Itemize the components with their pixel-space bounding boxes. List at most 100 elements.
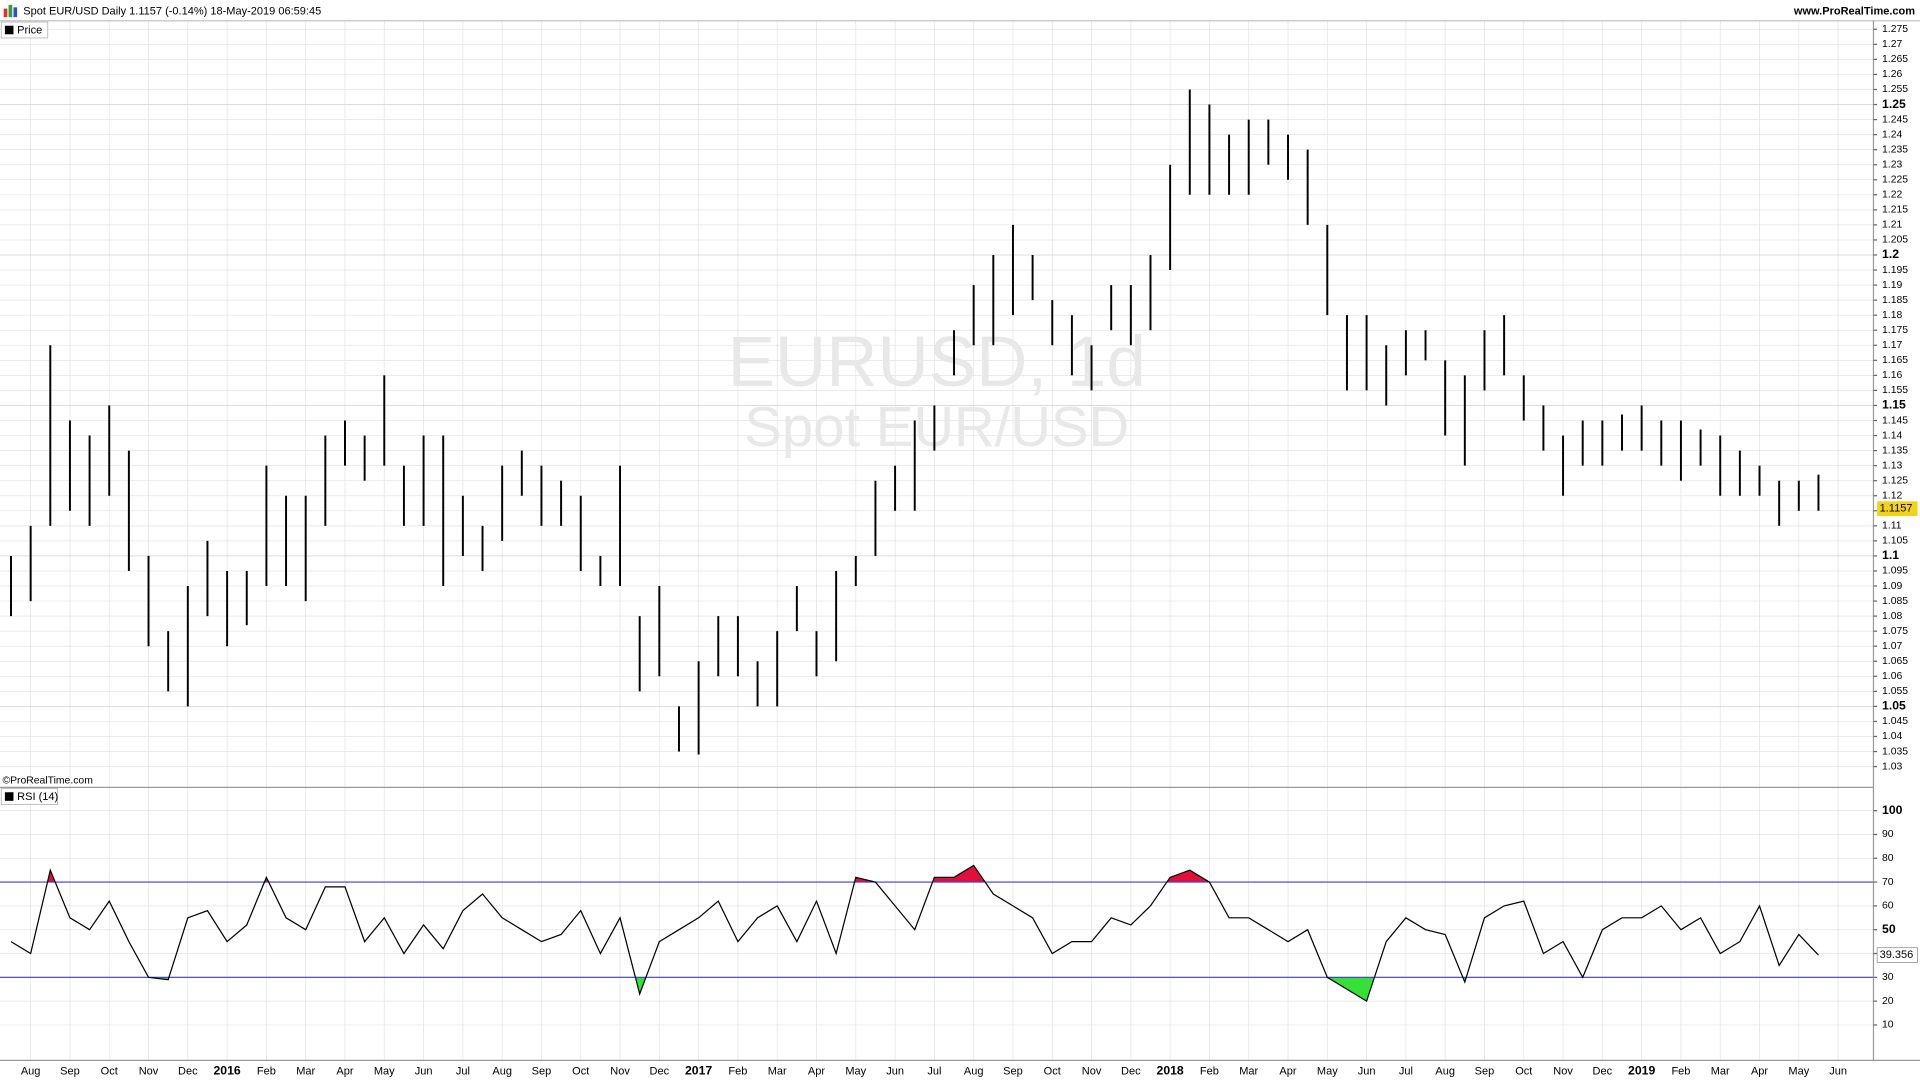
- y-tick-label: 1.125: [1882, 475, 1908, 486]
- y-tick-label: 1.24: [1882, 129, 1902, 140]
- x-tick-label: Dec: [1593, 1065, 1613, 1077]
- legend-label: RSI (14): [17, 791, 58, 803]
- y-tick-label: 1.225: [1882, 175, 1908, 186]
- icon: [13, 7, 18, 18]
- x-tick-label: Aug: [1435, 1065, 1455, 1077]
- y-tick-label: 1.205: [1882, 235, 1908, 246]
- last-rsi-box: [1876, 947, 1918, 963]
- y-tick-label: 1.175: [1882, 325, 1908, 336]
- y-tick-label: 1.15: [1882, 398, 1906, 412]
- legend-box: [0, 788, 58, 805]
- x-tick-label: Feb: [257, 1065, 276, 1077]
- y-tick-label: 1.19: [1882, 280, 1902, 291]
- y-tick-label: 1.275: [1882, 24, 1908, 35]
- y-tick-label: 1.07: [1882, 641, 1902, 652]
- x-tick-label: Apr: [336, 1065, 353, 1077]
- y-tick-label: 1.065: [1882, 656, 1908, 667]
- x-tick-label: Mar: [296, 1065, 315, 1077]
- y-tick-label: 1.14: [1882, 430, 1902, 441]
- x-tick-label: Dec: [1121, 1065, 1141, 1077]
- x-tick-label: Jun: [1829, 1065, 1847, 1077]
- y-tick-label: 1.1: [1882, 548, 1899, 562]
- y-tick-label: 1.16: [1882, 370, 1902, 381]
- x-tick-label: May: [1317, 1065, 1338, 1077]
- y-tick-label: 1.23: [1882, 159, 1902, 170]
- x-tick-label: Nov: [1553, 1065, 1573, 1077]
- legend-swatch: [4, 792, 14, 801]
- legend-label: Price: [17, 25, 42, 37]
- watermark: EURUSD, 1d: [728, 323, 1146, 402]
- x-tick-label: 2019: [1628, 1064, 1655, 1078]
- y-tick-label: 1.095: [1882, 566, 1908, 577]
- copyright: ©ProRealTime.com: [2, 775, 92, 786]
- y-tick-label: 80: [1882, 853, 1894, 864]
- x-tick-label: Jul: [456, 1065, 470, 1077]
- last-rsi-label: 39.356: [1880, 949, 1914, 961]
- x-tick-label: Jul: [927, 1065, 941, 1077]
- x-tick-label: Mar: [1711, 1065, 1730, 1077]
- x-tick-label: Mar: [768, 1065, 787, 1077]
- x-tick-label: Dec: [178, 1065, 198, 1077]
- y-tick-label: 1.155: [1882, 385, 1908, 396]
- y-tick-label: 90: [1882, 829, 1894, 840]
- overbought-fill: [11, 865, 1819, 883]
- x-tick-label: Sep: [532, 1065, 552, 1077]
- y-tick-label: 1.18: [1882, 310, 1902, 321]
- y-tick-label: 1.08: [1882, 611, 1902, 622]
- y-tick-label: 1.245: [1882, 114, 1908, 125]
- y-tick-label: 1.25: [1882, 97, 1906, 111]
- y-tick-label: 1.105: [1882, 536, 1908, 547]
- x-tick-label: Aug: [492, 1065, 512, 1077]
- x-tick-label: Sep: [1475, 1065, 1495, 1077]
- x-tick-label: Jun: [886, 1065, 904, 1077]
- x-tick-label: 2016: [214, 1064, 241, 1078]
- y-tick-label: 1.135: [1882, 445, 1908, 456]
- y-tick-label: 1.17: [1882, 340, 1902, 351]
- x-tick-label: Feb: [728, 1065, 747, 1077]
- source: www.ProRealTime.com: [1793, 6, 1915, 18]
- y-tick-label: 1.185: [1882, 295, 1908, 306]
- y-tick-label: 1.045: [1882, 716, 1908, 727]
- x-tick-label: May: [1788, 1065, 1809, 1077]
- y-tick-label: 70: [1882, 877, 1894, 888]
- x-tick-label: Oct: [1515, 1065, 1532, 1077]
- y-tick-label: 100: [1882, 803, 1903, 817]
- x-tick-label: Nov: [1082, 1065, 1102, 1077]
- chart-title: Spot EUR/USD Daily 1.1157 (-0.14%) 18-Ma…: [23, 6, 321, 18]
- y-tick-label: 1.27: [1882, 39, 1902, 50]
- x-tick-label: Apr: [1751, 1065, 1768, 1077]
- y-tick-label: 1.12: [1882, 490, 1902, 501]
- x-tick-label: Nov: [610, 1065, 630, 1077]
- x-tick-label: Feb: [1671, 1065, 1690, 1077]
- x-tick-label: Oct: [101, 1065, 118, 1077]
- marks-layer: [0, 89, 1874, 1003]
- x-tick-label: Sep: [60, 1065, 80, 1077]
- y-tick-label: 1.085: [1882, 596, 1908, 607]
- y-tick-label: 1.2: [1882, 247, 1899, 261]
- y-tick-label: 1.055: [1882, 686, 1908, 697]
- y-tick-label: 1.09: [1882, 581, 1902, 592]
- y-tick-label: 30: [1882, 972, 1894, 983]
- y-tick-label: 1.235: [1882, 144, 1908, 155]
- y-tick-label: 10: [1882, 1020, 1894, 1031]
- grid-layer: [0, 20, 1874, 1061]
- x-tick-label: Oct: [1044, 1065, 1061, 1077]
- y-tick-label: 1.215: [1882, 205, 1908, 216]
- oversold-fill: [148, 977, 1583, 1002]
- y-tick-label: 1.13: [1882, 460, 1902, 471]
- y-tick-label: 1.03: [1882, 761, 1902, 772]
- x-tick-label: 2018: [1157, 1064, 1184, 1078]
- x-tick-label: Jun: [1358, 1065, 1376, 1077]
- x-tick-label: Oct: [572, 1065, 589, 1077]
- x-tick-label: Jul: [1399, 1065, 1413, 1077]
- x-tick-label: May: [845, 1065, 866, 1077]
- y-tick-label: 1.255: [1882, 84, 1908, 95]
- x-tick-label: May: [374, 1065, 395, 1077]
- last-price-box: [1877, 501, 1918, 517]
- y-tick-label: 1.265: [1882, 54, 1908, 65]
- icon: [3, 8, 8, 18]
- x-tick-label: Mar: [1239, 1065, 1258, 1077]
- y-tick-label: 1.075: [1882, 626, 1908, 637]
- x-tick-label: Nov: [139, 1065, 159, 1077]
- x-tick-label: Sep: [1003, 1065, 1023, 1077]
